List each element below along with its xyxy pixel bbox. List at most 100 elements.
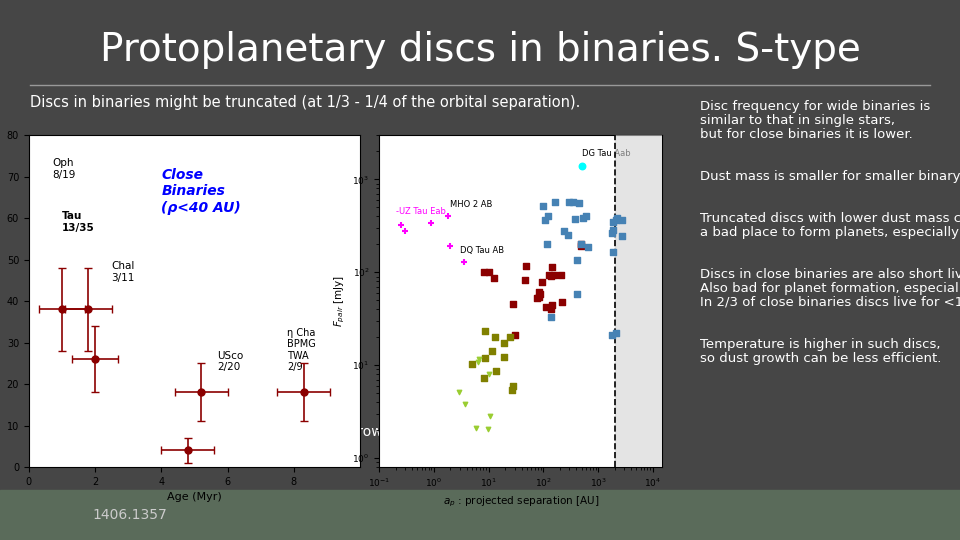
- Text: similar to that in single stars,: similar to that in single stars,: [700, 114, 895, 127]
- Point: [553, 271, 568, 279]
- Point: [504, 386, 519, 394]
- Point: [505, 382, 520, 390]
- Text: Temperature is higher in such discs,: Temperature is higher in such discs,: [700, 338, 941, 351]
- Text: DG Tau Aab: DG Tau Aab: [582, 149, 630, 158]
- Point: [518, 261, 534, 270]
- Point: [565, 198, 581, 206]
- Bar: [0, 490, 960, 540]
- Text: Also bad for planet formation, especially for giants.: Also bad for planet formation, especiall…: [700, 282, 960, 295]
- Point: [539, 239, 554, 248]
- Point: [477, 326, 492, 335]
- Point: [507, 331, 522, 340]
- Point: [471, 355, 487, 363]
- Point: [610, 214, 625, 222]
- Text: Discs in close binaries are also short lived.: Discs in close binaries are also short l…: [700, 268, 960, 281]
- Point: [567, 214, 583, 223]
- Point: [569, 255, 585, 264]
- Point: [573, 240, 588, 248]
- Point: [544, 262, 560, 271]
- Text: Truncated discs with lower dust mass can be: Truncated discs with lower dust mass can…: [700, 212, 960, 225]
- Point: [544, 300, 560, 309]
- Point: [605, 330, 620, 339]
- Point: [496, 339, 512, 347]
- Point: [539, 302, 554, 311]
- Text: Tau
13/35: Tau 13/35: [61, 211, 95, 233]
- Text: Oph
8/19: Oph 8/19: [52, 158, 75, 180]
- Point: [543, 272, 559, 281]
- Point: [487, 274, 502, 282]
- Point: [547, 197, 563, 206]
- Point: [543, 313, 559, 321]
- Point: [531, 293, 546, 302]
- Point: [541, 271, 557, 279]
- Text: Protoplanetary discs in binaries. S-type: Protoplanetary discs in binaries. S-type: [100, 31, 860, 69]
- Y-axis label: $F_{pair}$ [mJy]: $F_{pair}$ [mJy]: [332, 275, 347, 327]
- Text: -UZ Tau Eab: -UZ Tau Eab: [396, 207, 445, 217]
- Point: [604, 229, 619, 238]
- Point: [476, 268, 492, 276]
- Point: [457, 400, 472, 409]
- Point: [476, 374, 492, 383]
- Point: [609, 215, 624, 224]
- Point: [536, 201, 551, 210]
- Point: [606, 226, 621, 235]
- Point: [547, 271, 563, 280]
- X-axis label: Age (Myr): Age (Myr): [167, 492, 222, 502]
- Text: USco
2/20: USco 2/20: [218, 351, 244, 373]
- Point: [516, 275, 532, 284]
- Point: [609, 328, 624, 337]
- Point: [482, 411, 497, 420]
- Point: [529, 294, 544, 302]
- Point: [534, 278, 549, 287]
- Point: [581, 243, 596, 252]
- Text: DQ Tau AB: DQ Tau AB: [460, 246, 504, 254]
- Point: [502, 333, 517, 341]
- Point: [543, 305, 559, 313]
- Text: a bad place to form planets, especially massive.: a bad place to form planets, especially …: [700, 226, 960, 239]
- Text: MHO 2 AB: MHO 2 AB: [450, 200, 492, 209]
- Point: [468, 424, 483, 433]
- Text: so dust growth can be less efficient.: so dust growth can be less efficient.: [700, 352, 942, 365]
- Point: [614, 216, 630, 225]
- Text: η Cha
BPMG
TWA
2/9: η Cha BPMG TWA 2/9: [287, 328, 316, 373]
- Point: [477, 354, 492, 363]
- Point: [569, 290, 585, 299]
- Point: [532, 289, 547, 298]
- Y-axis label: Disk Frequency (%): Disk Frequency (%): [0, 247, 1, 355]
- Text: In 2/3 of close binaries discs live for <1 Myr.: In 2/3 of close binaries discs live for …: [700, 296, 960, 309]
- Point: [464, 360, 479, 368]
- Point: [572, 199, 588, 207]
- Point: [481, 424, 496, 433]
- Point: [441, 212, 456, 221]
- Point: [505, 300, 520, 308]
- Point: [614, 232, 630, 240]
- Point: [537, 216, 552, 225]
- Point: [555, 298, 570, 306]
- Point: [605, 247, 620, 256]
- Text: Dust mass is smaller for smaller binary separation.: Dust mass is smaller for smaller binary …: [700, 170, 960, 183]
- Text: Disc frequency for wide binaries is: Disc frequency for wide binaries is: [700, 100, 930, 113]
- Point: [394, 221, 409, 230]
- Point: [489, 367, 504, 376]
- Text: ChaI
3/11: ChaI 3/11: [111, 261, 135, 283]
- Point: [579, 212, 594, 220]
- Point: [397, 226, 413, 235]
- Text: but for close binaries it is lower.: but for close binaries it is lower.: [700, 128, 913, 141]
- Point: [576, 213, 591, 222]
- Point: [574, 161, 589, 170]
- Point: [540, 211, 555, 220]
- Text: Close
Binaries
(ρ<40 AU): Close Binaries (ρ<40 AU): [161, 168, 241, 214]
- Point: [481, 268, 496, 277]
- Point: [574, 240, 589, 249]
- Point: [562, 198, 577, 207]
- Point: [488, 332, 503, 341]
- Point: [574, 241, 589, 250]
- Point: [451, 388, 467, 396]
- Text: Discs in binaries might be truncated (at 1/3 - 1/4 of the orbital separation).: Discs in binaries might be truncated (at…: [30, 95, 581, 110]
- Point: [484, 347, 499, 355]
- X-axis label: $a_p$ : projected separation [AU]: $a_p$ : projected separation [AU]: [443, 495, 599, 509]
- Point: [481, 370, 496, 379]
- Text: 1406.1357: 1406.1357: [92, 508, 167, 522]
- Point: [560, 231, 575, 239]
- Point: [470, 358, 486, 367]
